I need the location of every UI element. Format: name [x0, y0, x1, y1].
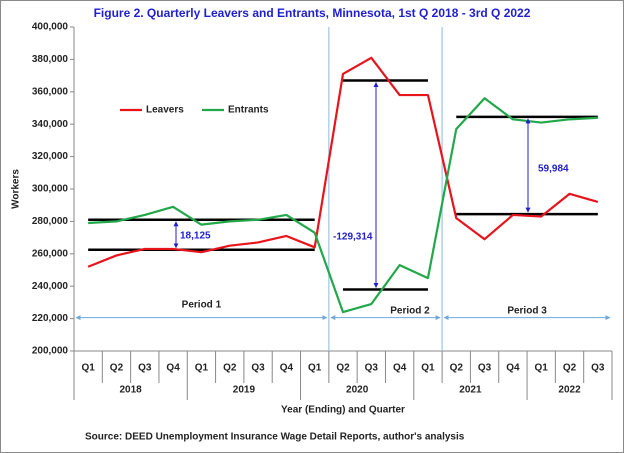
- period-label: Period 2: [390, 306, 430, 317]
- group-label: 2019: [233, 385, 256, 396]
- chart-title: Figure 2. Quarterly Leavers and Entrants…: [94, 6, 531, 20]
- legend-label: Leavers: [146, 105, 184, 116]
- x-tick-label: Q4: [280, 363, 294, 374]
- x-tick-label: Q2: [563, 363, 577, 374]
- x-tick-label: Q1: [81, 363, 95, 374]
- period-label: Period 3: [507, 306, 547, 317]
- x-tick-label: Q3: [591, 363, 605, 374]
- x-tick-label: Q1: [308, 363, 322, 374]
- x-tick-label: Q1: [421, 363, 435, 374]
- group-label: 2022: [558, 385, 581, 396]
- x-tick-label: Q3: [251, 363, 265, 374]
- y-tick-label: 240,000: [32, 281, 69, 292]
- group-label: 2021: [459, 385, 482, 396]
- x-tick-label: Q4: [166, 363, 180, 374]
- y-axis-label: Workers: [11, 169, 22, 209]
- annotation: 59,984: [538, 164, 569, 175]
- annotation: 18,125: [180, 231, 211, 242]
- group-label: 2018: [120, 385, 143, 396]
- legend-label: Entrants: [228, 105, 269, 116]
- series-line: [87, 56, 599, 268]
- x-tick-label: Q4: [393, 363, 407, 374]
- group-label: 2020: [346, 385, 369, 396]
- x-tick-label: Q1: [535, 363, 549, 374]
- y-tick-label: 340,000: [32, 119, 69, 130]
- x-tick-label: Q1: [195, 363, 209, 374]
- y-tick-label: 400,000: [32, 22, 69, 33]
- y-tick-label: 360,000: [32, 86, 69, 97]
- x-axis-label: Year (Ending) and Quarter: [281, 405, 405, 416]
- y-tick-label: 220,000: [32, 313, 69, 324]
- series-line: [88, 97, 598, 314]
- y-tick-label: 300,000: [32, 184, 69, 195]
- annotation: -129,314: [333, 232, 373, 243]
- x-tick-label: Q2: [336, 363, 350, 374]
- x-tick-label: Q4: [506, 363, 520, 374]
- x-tick-label: Q2: [450, 363, 464, 374]
- y-tick-label: 280,000: [32, 216, 69, 227]
- y-tick-label: 200,000: [32, 346, 69, 357]
- x-tick-label: Q3: [138, 363, 152, 374]
- x-tick-label: Q3: [478, 363, 492, 374]
- period-label: Period 1: [182, 300, 222, 311]
- x-tick-label: Q2: [110, 363, 124, 374]
- source: Source: DEED Unemployment Insurance Wage…: [85, 432, 465, 443]
- x-tick-label: Q3: [365, 363, 379, 374]
- y-tick-label: 260,000: [32, 248, 69, 259]
- y-tick-label: 380,000: [32, 54, 69, 65]
- x-tick-label: Q2: [223, 363, 237, 374]
- y-tick-label: 320,000: [32, 151, 69, 162]
